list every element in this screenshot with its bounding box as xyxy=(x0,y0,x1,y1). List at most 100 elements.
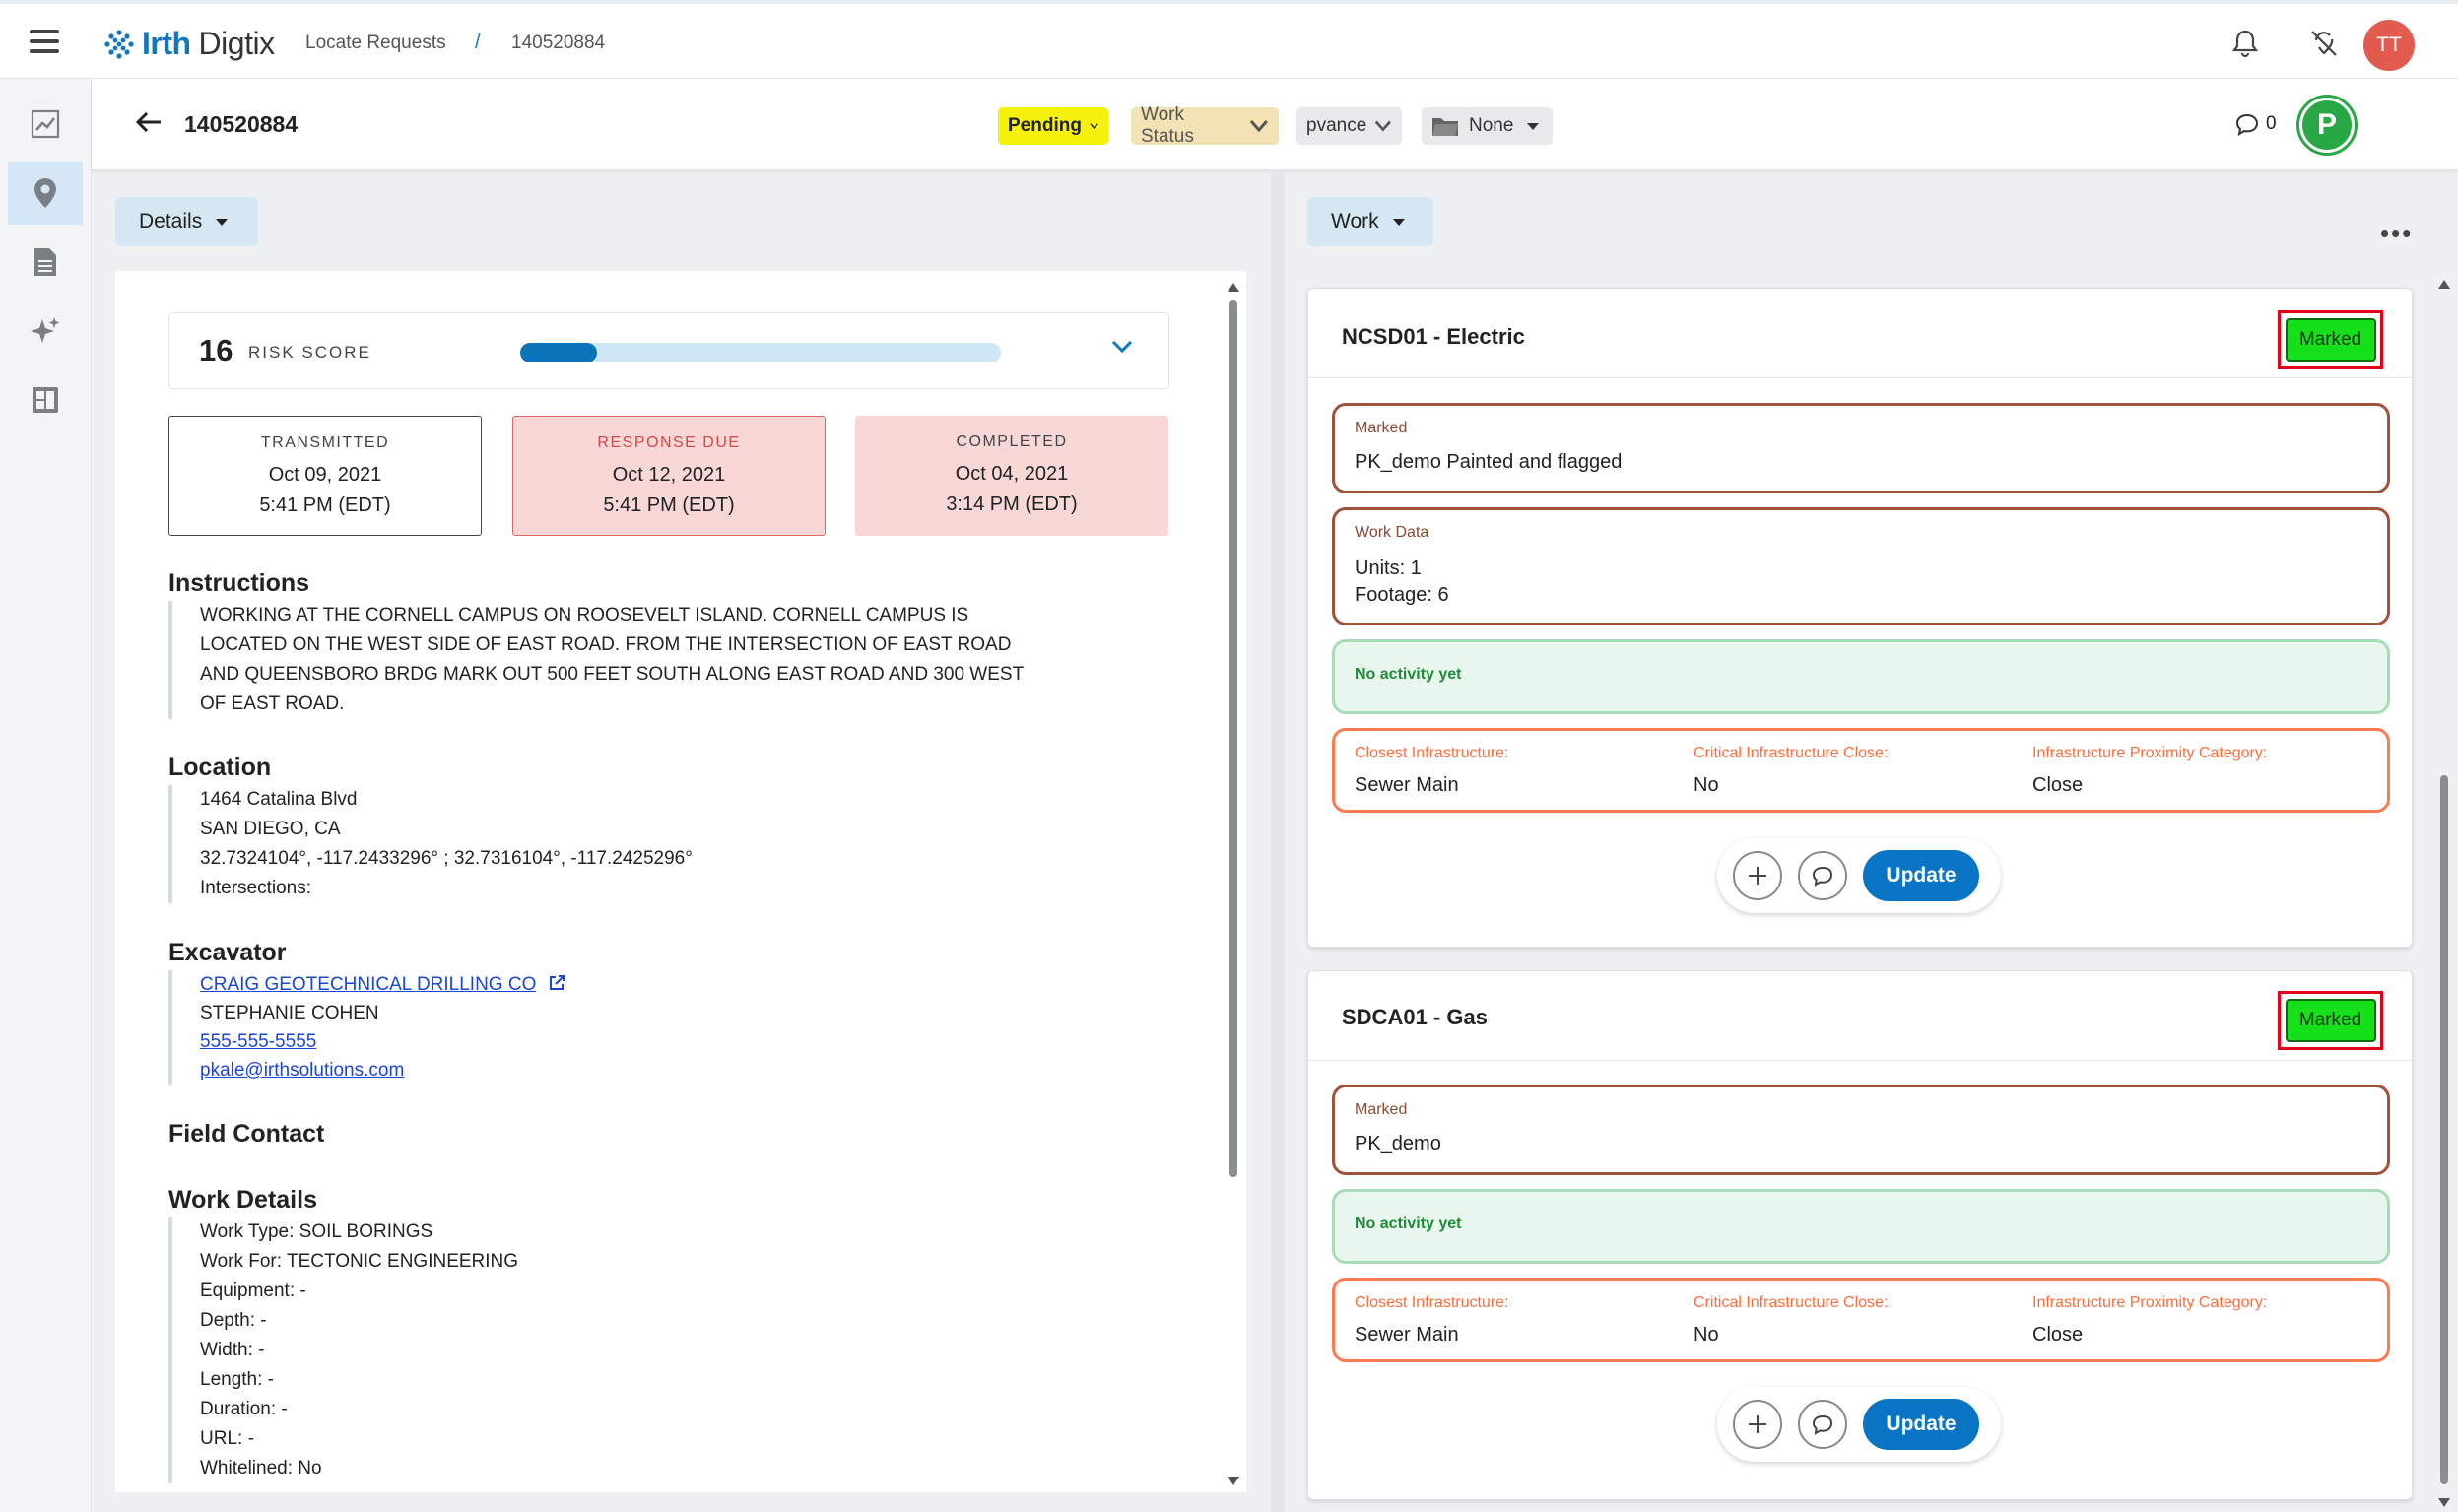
brand-name: Irth xyxy=(142,26,191,61)
status-label: Pending xyxy=(1008,115,1082,136)
marked-status-highlight: Marked xyxy=(2278,991,2383,1050)
instructions-line: LOCATED ON THE WEST SIDE OF EAST ROAD. F… xyxy=(200,634,1012,655)
status-dropdown[interactable]: Pending xyxy=(998,107,1108,145)
folder-icon xyxy=(1432,118,1458,136)
breadcrumb-locate-requests[interactable]: Locate Requests xyxy=(305,33,446,53)
breadcrumb-ticket: 140520884 xyxy=(511,33,606,53)
update-button[interactable]: Update xyxy=(1863,850,1979,901)
activity-box: No activity yet xyxy=(1332,1189,2390,1264)
work-data-values: Units: 1 Footage: 6 xyxy=(1355,556,1449,609)
more-options-icon[interactable]: ••• xyxy=(2380,219,2414,248)
main-menu-icon[interactable] xyxy=(30,30,59,53)
critical-infrastructure-value: No xyxy=(1694,1324,1719,1346)
panel-divider[interactable] xyxy=(1271,169,1285,1512)
priority-badge[interactable]: P xyxy=(2296,95,2358,156)
assignee-dropdown[interactable]: pvance xyxy=(1296,107,1402,145)
location-off-icon[interactable] xyxy=(2308,28,2340,59)
excavator-email-link[interactable]: pkale@irthsolutions.com xyxy=(200,1060,405,1081)
external-link-icon[interactable] xyxy=(548,974,565,992)
infrastructure-box: Closest Infrastructure: Sewer Main Criti… xyxy=(1332,728,2390,813)
excavator-phone-link[interactable]: 555-555-5555 xyxy=(200,1031,317,1052)
location-intersections: Intersections: xyxy=(200,878,311,898)
marked-value: PK_demo Painted and flagged xyxy=(1355,451,1623,473)
proximity-category-label: Infrastructure Proximity Category: xyxy=(2032,1294,2268,1311)
chevron-down-icon[interactable] xyxy=(1110,339,1134,355)
proximity-category-value: Close xyxy=(2032,1324,2084,1346)
work-detail-line: Length: - xyxy=(200,1369,274,1390)
infrastructure-box: Closest Infrastructure: Sewer Main Criti… xyxy=(1332,1278,2390,1362)
details-dropdown-label: Details xyxy=(139,210,203,232)
closest-infrastructure: Closest Infrastructure: Sewer Main xyxy=(1355,745,1509,797)
excavator-heading: Excavator xyxy=(168,939,287,966)
sparkle-icon xyxy=(31,317,60,343)
nav-ai-features[interactable] xyxy=(8,299,83,362)
closest-infrastructure-value: Sewer Main xyxy=(1355,1324,1459,1346)
critical-infrastructure-close: Critical Infrastructure Close: No xyxy=(1694,1294,1888,1347)
work-detail-line: Depth: - xyxy=(200,1310,267,1331)
nav-locate-requests[interactable] xyxy=(8,162,83,225)
work-data-box[interactable]: Work Data Units: 1 Footage: 6 xyxy=(1332,507,2390,625)
back-arrow-icon[interactable] xyxy=(135,110,163,134)
risk-score-label: RISK SCORE xyxy=(248,343,371,362)
marked-caption: Marked xyxy=(1355,420,1408,436)
add-button[interactable] xyxy=(1733,851,1782,900)
work-dropdown[interactable]: Work xyxy=(1307,197,1433,246)
caret-down-icon xyxy=(216,218,229,226)
excavator-company-link[interactable]: CRAIG GEOTECHNICAL DRILLING CO xyxy=(200,974,537,995)
work-detail-line: Equipment: - xyxy=(200,1281,306,1301)
response-due-time: 5:41 PM (EDT) xyxy=(603,494,735,516)
app-logo[interactable]: Irth Digtix xyxy=(104,26,275,62)
chart-line-icon xyxy=(31,109,60,139)
breadcrumb-separator: / xyxy=(475,32,481,53)
chevron-down-icon xyxy=(1090,123,1098,129)
plus-icon xyxy=(1749,867,1766,885)
work-data-footage: Footage: 6 xyxy=(1355,584,1449,606)
add-button[interactable] xyxy=(1733,1400,1782,1449)
instructions-line: WORKING AT THE CORNELL CAMPUS ON ROOSEVE… xyxy=(200,605,969,625)
card-action-group: Update xyxy=(1717,838,2001,913)
marked-box[interactable]: Marked PK_demo xyxy=(1332,1085,2390,1175)
closest-infrastructure-label: Closest Infrastructure: xyxy=(1355,1294,1509,1311)
marked-status-highlight: Marked xyxy=(2278,310,2383,369)
work-card-title: NCSD01 - Electric xyxy=(1342,324,1525,349)
location-body: 1464 Catalina Blvd SAN DIEGO, CA 32.7324… xyxy=(168,785,1154,903)
work-detail-line: Work Type: SOIL BORINGS xyxy=(200,1221,433,1242)
closest-infrastructure-value: Sewer Main xyxy=(1355,774,1459,796)
nav-dashboard[interactable] xyxy=(8,93,83,156)
details-dropdown[interactable]: Details xyxy=(115,197,258,246)
proximity-category-label: Infrastructure Proximity Category: xyxy=(2032,745,2268,761)
marked-box[interactable]: Marked PK_demo Painted and flagged xyxy=(1332,403,2390,493)
comment-button[interactable] xyxy=(1798,1400,1847,1449)
priority-letter: P xyxy=(2302,100,2352,150)
document-icon xyxy=(34,248,56,276)
comment-icon xyxy=(2235,113,2259,136)
critical-infrastructure-label: Critical Infrastructure Close: xyxy=(1694,1294,1889,1311)
nav-documents[interactable] xyxy=(8,230,83,294)
work-scrollbar[interactable] xyxy=(2437,278,2451,1509)
left-navigation-rail xyxy=(0,79,92,1512)
location-address: 1464 Catalina Blvd xyxy=(200,789,358,810)
update-button[interactable]: Update xyxy=(1863,1399,1979,1450)
notification-bell-icon[interactable] xyxy=(2229,28,2261,59)
activity-box: No activity yet xyxy=(1332,639,2390,714)
completed-label: COMPLETED xyxy=(956,433,1068,450)
work-status-dropdown[interactable]: Work Status xyxy=(1131,104,1279,147)
top-bar: Irth Digtix Locate Requests / 140520884 … xyxy=(0,0,2458,79)
folder-dropdown[interactable]: None xyxy=(1422,107,1553,145)
comment-icon xyxy=(1812,866,1833,887)
user-avatar[interactable]: TT xyxy=(2363,20,2415,71)
completed-date: Oct 04, 2021 xyxy=(955,463,1069,485)
plus-icon xyxy=(1749,1415,1766,1433)
closest-infrastructure: Closest Infrastructure: Sewer Main xyxy=(1355,1294,1509,1347)
risk-score-bar[interactable]: 16 RISK SCORE xyxy=(168,312,1169,389)
comment-button[interactable] xyxy=(1798,851,1847,900)
instructions-heading: Instructions xyxy=(168,569,310,597)
nav-layout[interactable] xyxy=(8,368,83,431)
marked-status-button[interactable]: Marked xyxy=(2285,318,2376,362)
user-initials: TT xyxy=(2376,33,2402,56)
comments-button[interactable]: 0 xyxy=(2234,112,2277,136)
activity-text: No activity yet xyxy=(1355,666,1462,683)
marked-status-button[interactable]: Marked xyxy=(2285,999,2376,1042)
details-scrollbar[interactable] xyxy=(1227,281,1240,1487)
details-panel: 16 RISK SCORE TRANSMITTED Oct 09, 2021 5… xyxy=(115,271,1246,1492)
